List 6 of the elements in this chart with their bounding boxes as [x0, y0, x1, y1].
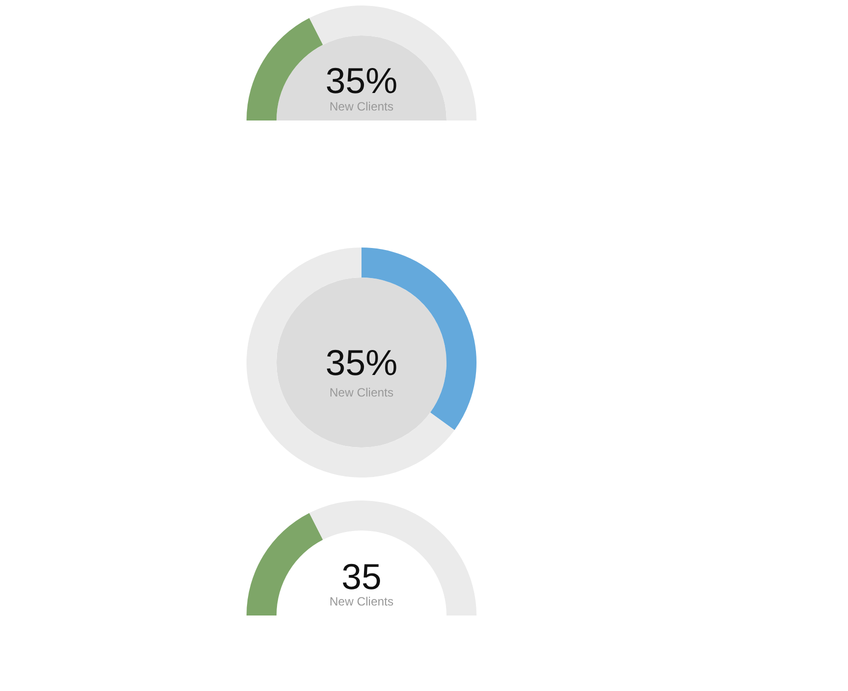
text: 35%: [325, 342, 398, 383]
text: New Clients: [329, 100, 394, 114]
text: New Clients: [329, 386, 394, 400]
text: 35: [341, 556, 382, 597]
text: 35%: [325, 60, 398, 101]
text: New Clients: [329, 594, 394, 608]
